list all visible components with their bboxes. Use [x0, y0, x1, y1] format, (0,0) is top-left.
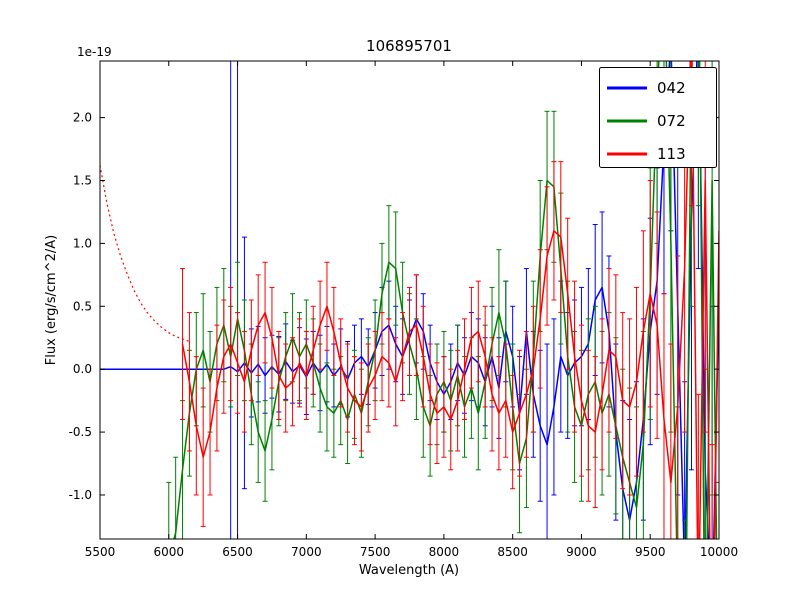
axes-border — [99, 60, 720, 540]
x-axis-label: Wavelength (A) — [359, 563, 459, 578]
axis-ticks — [99, 61, 720, 539]
y-tick-0: 0.0 — [73, 362, 92, 376]
y-tick-0.5: 0.5 — [73, 299, 92, 313]
x-tick-6000: 6000 — [154, 545, 185, 559]
x-tick-5500: 5500 — [85, 545, 116, 559]
legend-box — [599, 67, 717, 168]
y-tick--1: -1.0 — [69, 488, 92, 502]
x-tick-6500: 6500 — [222, 545, 253, 559]
legend: 042 072 113 — [599, 67, 717, 168]
x-tick-7500: 7500 — [360, 545, 391, 559]
legend-label-113: 113 — [657, 145, 686, 163]
chart-title: 106895701 — [366, 37, 452, 55]
y-tick--0.5: -0.5 — [69, 425, 92, 439]
x-tick-8500: 8500 — [497, 545, 528, 559]
y-tick-1: 1.0 — [73, 236, 92, 250]
legend-label-072: 072 — [657, 112, 686, 130]
y-tick-2: 2.0 — [73, 111, 92, 125]
y-axis-label: Flux (erg/s/cm^2/A) — [44, 235, 59, 365]
x-tick-9500: 9500 — [635, 545, 666, 559]
x-tick-10000: 10000 — [700, 545, 738, 559]
legend-label-042: 042 — [657, 79, 686, 97]
red-dotted-curve — [100, 165, 190, 343]
tick-labels: 5500 6000 6500 7000 7500 8000 8500 9000 9500 1000… — [69, 111, 739, 559]
series-113-line — [181, 61, 719, 539]
plot-area — [100, 61, 719, 539]
y-axis-offset-label: 1e-19 — [77, 45, 112, 59]
x-tick-9000: 9000 — [566, 545, 597, 559]
x-tick-8000: 8000 — [429, 545, 460, 559]
y-tick-1.5: 1.5 — [73, 174, 92, 188]
x-tick-7000: 7000 — [291, 545, 322, 559]
